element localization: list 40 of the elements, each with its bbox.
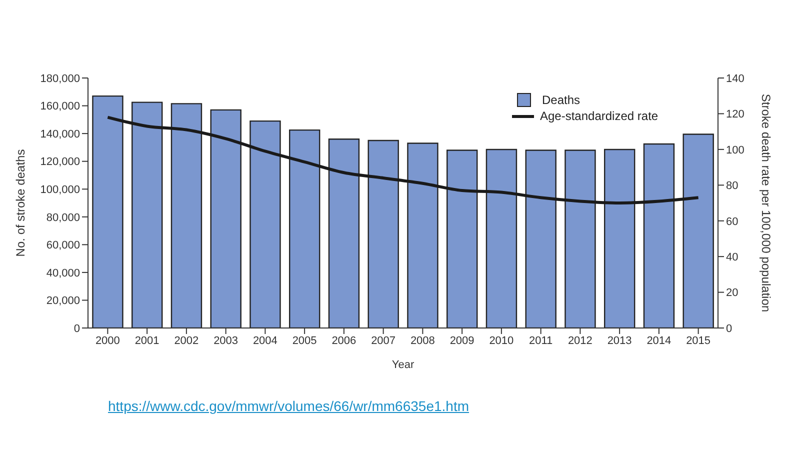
x-tick-label: 2008 xyxy=(410,334,435,347)
x-tick-label: 2013 xyxy=(607,334,632,347)
x-tick-label: 2009 xyxy=(450,334,474,347)
y-tick-label: 0 xyxy=(74,322,80,335)
x-tick-label: 2007 xyxy=(371,334,396,347)
x-tick-label: 2014 xyxy=(646,334,672,347)
y-tick-label: 20,000 xyxy=(46,295,80,308)
y-tick-label: 160,000 xyxy=(40,100,80,113)
y2-tick-label: 100 xyxy=(726,144,744,156)
y2-tick-label: 20 xyxy=(726,287,738,300)
y2-tick-label: 120 xyxy=(726,108,744,121)
y-axis-title: No. of stroke deaths xyxy=(13,149,28,257)
x-axis-title: Year xyxy=(392,359,414,371)
y-tick-label: 80,000 xyxy=(46,212,80,224)
y2-axis-title: Stroke death rate per 100,000 population xyxy=(758,94,773,312)
x-tick-label: 2012 xyxy=(568,334,592,347)
text: https://www.cdc.gov/mmwr/volumes/66/wr/mm6635e1.htm xyxy=(108,398,470,414)
legend-label: Deaths xyxy=(542,93,580,107)
x-tick-label: 2010 xyxy=(489,334,514,347)
y-tick-label: 60,000 xyxy=(46,240,80,252)
y-tick-label: 40,000 xyxy=(46,267,80,280)
x-tick-label: 2011 xyxy=(528,334,553,347)
x-tick-label: 2000 xyxy=(95,334,120,347)
y-tick-label: 120,000 xyxy=(40,156,80,168)
x-tick-label: 2015 xyxy=(686,334,711,347)
y-tick-label: 140,000 xyxy=(40,128,80,140)
x-tick-label: 2003 xyxy=(214,334,238,347)
y2-tick-label: 40 xyxy=(726,251,738,264)
y-tick-label: 180,000 xyxy=(40,72,80,85)
x-tick-label: 2006 xyxy=(332,334,356,347)
legend-label: Age-standardized rate xyxy=(540,109,658,123)
x-tick-label: 2004 xyxy=(252,334,278,347)
y-tick-label: 100,000 xyxy=(40,184,80,196)
x-tick-label: 2001 xyxy=(134,334,160,347)
y2-tick-label: 140 xyxy=(726,72,744,85)
x-tick-label: 2002 xyxy=(174,334,199,347)
y2-tick-label: 60 xyxy=(726,216,738,228)
y2-tick-label: 80 xyxy=(726,180,738,192)
x-tick-label: 2005 xyxy=(292,334,317,347)
y2-tick-label: 0 xyxy=(726,322,732,335)
